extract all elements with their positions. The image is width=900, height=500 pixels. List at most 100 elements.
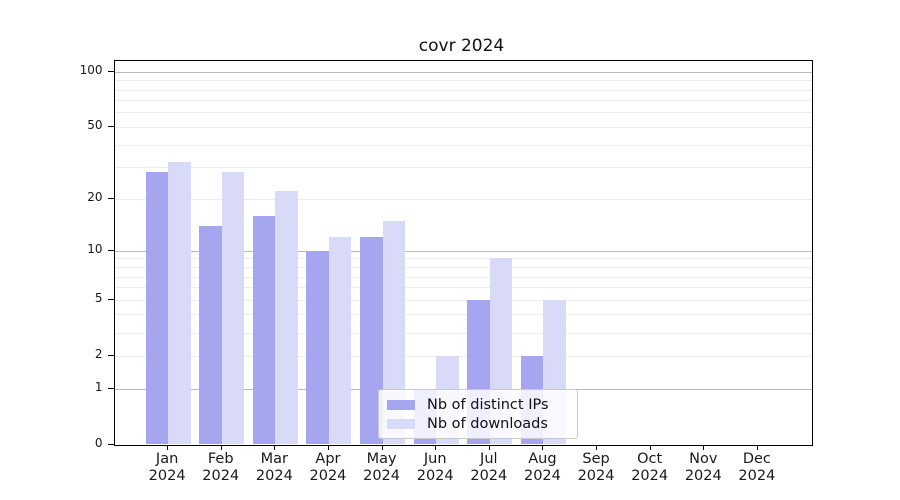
minor-gridline [114,314,812,316]
minor-gridline [114,80,812,82]
bar-distinct-ips [360,237,383,445]
minor-gridline [114,198,812,200]
x-axis-tick [220,444,222,450]
y-axis-tick-label: 10 [87,241,103,256]
x-axis-tick-label: Jun 2024 [403,451,467,485]
x-axis-tick-label: Nov 2024 [671,451,735,485]
year-label: 2024 [631,467,669,484]
y-axis-tick-label: 100 [79,62,103,77]
y-axis-tick [107,70,114,72]
legend-item: Nb of downloads [387,414,569,433]
y-axis-tick [107,443,114,445]
minor-gridline [114,332,812,334]
month-label: Jul [480,450,498,467]
minor-gridline [114,100,812,102]
minor-gridline [114,258,812,260]
x-axis-tick [488,444,490,450]
year-label: 2024 [148,467,186,484]
chart-title: covr 2024 [418,36,505,56]
year-label: 2024 [309,467,347,484]
bar-distinct-ips [145,172,169,445]
minor-gridline [114,287,812,289]
x-axis-tick [435,444,437,450]
y-axis-tick [107,387,114,389]
y-axis-tick [107,249,114,251]
major-gridline [114,71,812,73]
legend-label: Nb of distinct IPs [427,396,549,413]
bar-distinct-ips [306,250,329,445]
bar-downloads [382,220,406,445]
x-axis-tick [756,444,758,450]
y-axis-tick-label: 0 [94,435,103,450]
bar-distinct-ips [252,215,276,445]
y-axis-tick [107,298,114,300]
month-label: Jan [155,450,179,467]
bar-distinct-ips [199,225,222,445]
month-label: Jun [423,450,447,467]
bar-downloads [168,162,191,445]
year-label: 2024 [684,467,722,484]
y-axis-tick-label: 2 [94,346,103,361]
month-label: Feb [207,450,234,467]
x-axis-tick [542,444,544,450]
month-label: May [366,450,397,467]
x-axis-tick-label: Sep 2024 [564,451,628,485]
x-axis-tick [274,444,276,450]
minor-gridline [114,276,812,278]
y-axis-tick [107,354,114,356]
month-label: Apr [315,450,341,467]
minor-gridline [114,267,812,268]
year-label: 2024 [363,467,401,484]
x-axis-tick-label: Apr 2024 [296,451,360,485]
major-gridline [114,250,812,252]
x-axis-tick [703,444,705,450]
year-label: 2024 [470,467,508,484]
month-label: Nov [689,450,718,467]
x-axis-tick [596,444,598,450]
year-label: 2024 [416,467,454,484]
bar-downloads [221,172,245,445]
x-axis-tick [167,444,169,450]
x-axis-tick-label: Feb 2024 [189,451,253,485]
year-label: 2024 [255,467,293,484]
y-axis-tick-label: 20 [87,189,103,204]
year-label: 2024 [523,467,561,484]
year-label: 2024 [577,467,615,484]
bar-downloads [275,191,298,445]
year-label: 2024 [202,467,240,484]
month-label: Mar [260,450,289,467]
minor-gridline [114,126,812,128]
plot-area [113,59,813,446]
legend-label: Nb of downloads [427,415,548,432]
legend-swatch-downloads [387,418,415,429]
legend-item: Nb of distinct IPs [387,395,569,414]
y-axis-tick [107,125,114,127]
y-axis-tick-label: 50 [87,117,103,132]
x-axis-tick-label: May 2024 [350,451,414,485]
month-label: Aug [528,450,557,467]
legend-swatch-distinct_ips [387,399,415,410]
x-axis-tick-label: Jul 2024 [457,451,521,485]
month-label: Oct [637,450,663,467]
month-label: Sep [582,450,610,467]
x-axis-tick-label: Mar 2024 [242,451,306,485]
minor-gridline [114,112,812,114]
x-axis-tick-label: Jan 2024 [135,451,199,485]
year-label: 2024 [738,467,776,484]
minor-gridline [114,299,812,301]
minor-gridline [114,144,812,146]
x-axis-tick [381,444,383,450]
y-axis-tick [107,197,114,199]
minor-gridline [114,355,812,357]
x-axis-tick-label: Dec 2024 [725,451,789,485]
bar-downloads [328,237,352,445]
x-axis-tick-label: Aug 2024 [510,451,574,485]
legend: Nb of distinct IPs Nb of downloads [378,389,578,439]
y-axis-tick-label: 5 [94,290,103,305]
month-label: Dec [742,450,771,467]
x-axis-tick [649,444,651,450]
y-axis-tick-label: 1 [94,379,103,394]
minor-gridline [114,167,812,169]
minor-gridline [114,89,812,91]
